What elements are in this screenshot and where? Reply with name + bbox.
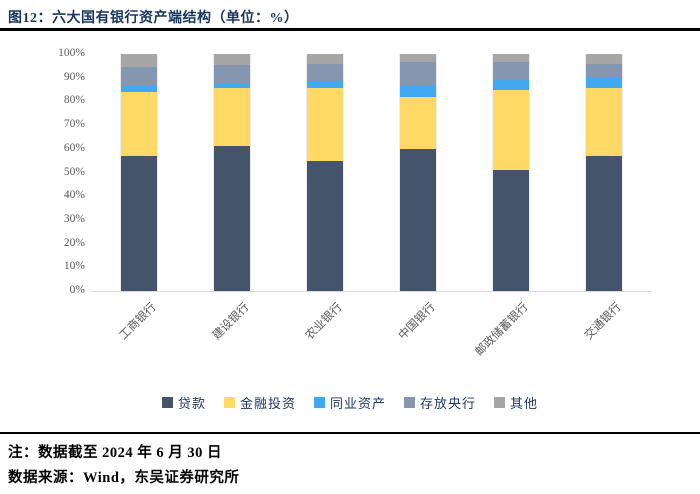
bar-segment xyxy=(492,170,529,291)
bar-segment xyxy=(307,81,344,89)
bar-segment xyxy=(399,148,436,291)
legend-swatch-icon xyxy=(223,397,235,408)
y-axis-tick-label: 30% xyxy=(63,212,85,225)
legend-swatch-icon xyxy=(404,397,415,408)
stacked-bar xyxy=(213,54,252,291)
x-axis-category-label: 中国银行 xyxy=(396,301,438,343)
bar-segment xyxy=(214,54,251,65)
bar-segment xyxy=(121,91,158,156)
footer-note: 注：数据截至 2024 年 6 月 30 日 xyxy=(8,445,222,461)
bar-segment xyxy=(585,76,622,89)
bar-segment xyxy=(585,54,622,64)
x-axis-category-label: 建设银行 xyxy=(210,301,252,343)
y-axis-tick-label: 70% xyxy=(63,118,85,131)
bar-segment xyxy=(585,155,622,291)
legend-item: 金融投资 xyxy=(223,393,296,412)
bar-segment xyxy=(307,63,344,82)
bar-segment xyxy=(121,155,158,291)
legend-swatch-icon xyxy=(161,397,173,408)
y-axis-tick-label: 0% xyxy=(69,284,85,296)
legend-swatch-icon xyxy=(313,397,325,408)
bar-segment xyxy=(214,88,251,147)
bar-segment xyxy=(121,67,158,87)
bar-segment xyxy=(399,96,436,149)
chart: 0% 10% 20% 30% 40% 50% 60% 70% 80% 90% 100% 工商银行 建设银… xyxy=(58,47,652,359)
legend-label: 其他 xyxy=(510,396,539,411)
bar-segment xyxy=(399,54,436,63)
bar-segment xyxy=(492,89,529,171)
bar-segment xyxy=(214,83,251,89)
legend-label: 同业资产 xyxy=(329,396,386,411)
stacked-bar xyxy=(398,54,437,291)
bar-segment xyxy=(492,80,529,90)
stacked-bar xyxy=(306,54,345,291)
bar-segment xyxy=(214,64,251,84)
legend-item: 同业资产 xyxy=(313,393,386,412)
legend-item: 贷款 xyxy=(161,393,206,412)
bar-segment xyxy=(492,62,529,81)
x-axis-line xyxy=(91,291,652,292)
legend-item: 其他 xyxy=(494,393,538,412)
bar-segment xyxy=(307,88,344,161)
x-axis-category-label: 交通银行 xyxy=(582,301,624,343)
bar-segment xyxy=(121,86,158,92)
bar-segment xyxy=(492,54,529,63)
legend-item: 存放央行 xyxy=(404,393,476,412)
footer-source: 数据来源：Wind，东吴证券研究所 xyxy=(8,470,240,486)
footer-divider xyxy=(0,432,700,434)
legend: 贷款 金融投资 同业资产 存放央行 其他 xyxy=(0,393,700,412)
bar-segment xyxy=(399,84,436,97)
bar-segment xyxy=(585,63,622,77)
y-axis-tick-label: 10% xyxy=(63,260,85,273)
title-divider xyxy=(0,28,700,31)
y-axis-tick-label: 20% xyxy=(63,236,85,249)
y-axis-tick-label: 40% xyxy=(63,189,85,202)
bar-segment xyxy=(585,88,622,156)
legend-swatch-icon xyxy=(494,397,506,408)
y-axis-tick-label: 50% xyxy=(63,165,85,178)
legend-label: 金融投资 xyxy=(239,396,296,411)
x-axis-category-label: 农业银行 xyxy=(303,301,345,343)
bar-segment xyxy=(214,146,251,291)
x-axis-category-label: 工商银行 xyxy=(118,301,160,343)
legend-label: 贷款 xyxy=(177,396,206,411)
stacked-bar xyxy=(584,54,623,291)
stacked-bar xyxy=(491,54,530,291)
stacked-bar xyxy=(120,54,159,291)
y-axis-tick-label: 100% xyxy=(58,47,85,59)
y-axis-tick-label: 60% xyxy=(63,141,85,154)
bar-segment xyxy=(307,54,344,64)
y-axis-tick-label: 80% xyxy=(63,94,85,107)
y-axis-tick-label: 90% xyxy=(63,70,85,83)
page-title: 图12：六大国有银行资产端结构（单位：%） xyxy=(8,11,299,26)
bar-segment xyxy=(121,54,158,68)
legend-label: 存放央行 xyxy=(420,396,477,411)
bar-segment xyxy=(399,62,436,85)
bar-segment xyxy=(307,160,344,291)
x-axis-category-label: 邮政储蓄银行 xyxy=(473,301,531,359)
